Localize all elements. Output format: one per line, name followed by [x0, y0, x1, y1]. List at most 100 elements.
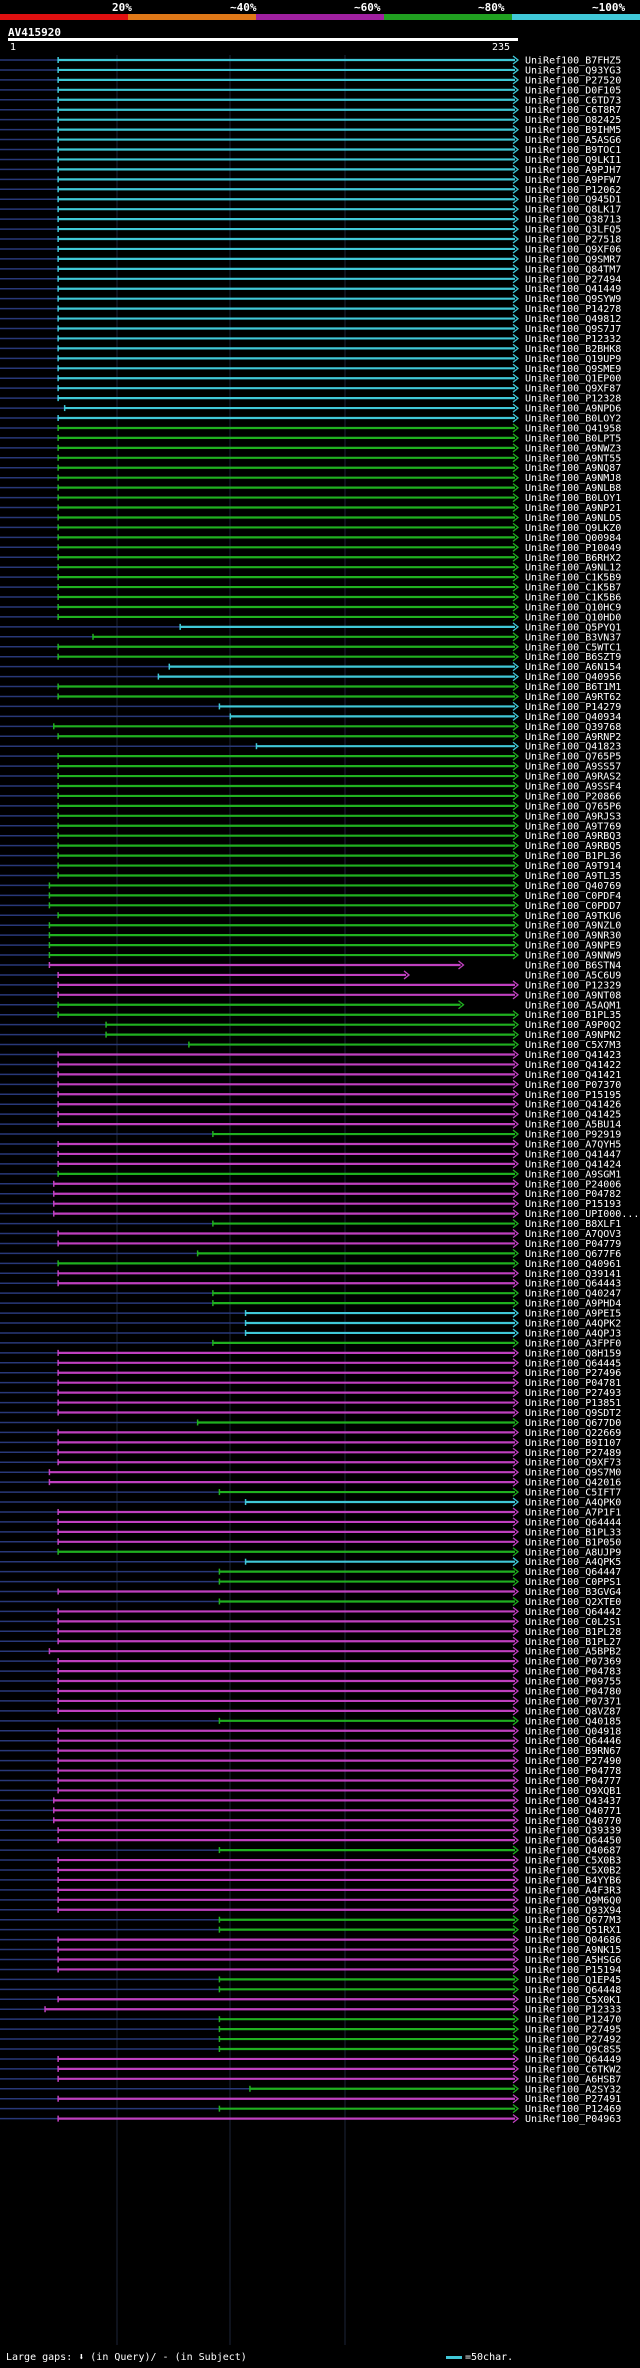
hit-row[interactable]: UniRef100_Q43437 [0, 1795, 621, 1807]
hit-label[interactable]: UniRef100_P04782 [525, 1189, 621, 1200]
hit-label[interactable]: UniRef100_B1PL28 [525, 1627, 621, 1638]
hit-row[interactable]: UniRef100_Q49812 [0, 314, 621, 325]
hit-row[interactable]: UniRef100_P12329 [0, 980, 621, 991]
hit-row[interactable]: UniRef100_B1PL36 [0, 851, 621, 862]
hit-row[interactable]: UniRef100_P27494 [0, 274, 621, 285]
hit-label[interactable]: UniRef100_B1PL35 [525, 1010, 621, 1021]
hit-row[interactable]: UniRef100_P09755 [0, 1676, 621, 1688]
hit-row[interactable]: UniRef100_Q9XF73 [0, 1457, 621, 1469]
hit-row[interactable]: UniRef100_A8UJP9 [0, 1547, 621, 1558]
hit-label[interactable]: UniRef100_B2BHK8 [525, 344, 621, 355]
hit-label[interactable]: UniRef100_P27492 [525, 2035, 621, 2046]
hit-label[interactable]: UniRef100_Q04686 [525, 1935, 621, 1946]
hit-row[interactable]: UniRef100_A9PJH7 [0, 164, 621, 176]
hit-label[interactable]: UniRef100_A7P1F1 [525, 1507, 621, 1518]
hit-label[interactable]: UniRef100_Q39339 [525, 1826, 621, 1837]
hit-label[interactable]: UniRef100_Q64448 [525, 1985, 621, 1996]
hit-row[interactable]: UniRef100_Q9SDT2 [0, 1408, 621, 1419]
hit-label[interactable]: UniRef100_Q40961 [525, 1259, 621, 1270]
hit-row[interactable]: UniRef100_A3FPF0 [0, 1338, 621, 1349]
hit-label[interactable]: UniRef100_P04780 [525, 1686, 621, 1697]
hit-label[interactable]: UniRef100_A9NQ87 [525, 463, 621, 474]
hit-label[interactable]: UniRef100_A9RNP2 [525, 732, 621, 743]
hit-label[interactable]: UniRef100_B6RHX2 [525, 553, 621, 564]
hit-row[interactable]: UniRef100_C6TD73 [0, 95, 621, 106]
hit-label[interactable]: UniRef100_C0PDF4 [525, 891, 621, 902]
hit-row[interactable]: UniRef100_B2BHK8 [0, 343, 621, 355]
hit-label[interactable]: UniRef100_Q40771 [525, 1806, 621, 1817]
hit-row[interactable]: UniRef100_B0LOY1 [0, 493, 621, 504]
hit-label[interactable]: UniRef100_Q41447 [525, 1149, 621, 1160]
hit-row[interactable]: UniRef100_Q3LFQ5 [0, 224, 621, 236]
hit-label[interactable]: UniRef100_B1P050 [525, 1537, 621, 1548]
hit-label[interactable]: UniRef100_P27518 [525, 235, 621, 246]
hit-label[interactable]: UniRef100_P12062 [525, 185, 621, 196]
hit-label[interactable]: UniRef100_Q9SYW9 [525, 294, 621, 305]
hit-row[interactable]: UniRef100_B7FHZ5 [0, 55, 621, 67]
hit-label[interactable]: UniRef100_Q945D1 [525, 195, 621, 206]
hit-row[interactable]: UniRef100_A9NZL0 [0, 920, 621, 932]
hit-label[interactable]: UniRef100_A9NPE9 [525, 941, 621, 952]
hit-row[interactable]: UniRef100_Q39141 [0, 1268, 621, 1280]
hit-row[interactable]: UniRef100_P24006 [0, 1179, 621, 1190]
hit-row[interactable]: UniRef100_Q64443 [0, 1278, 621, 1290]
hit-row[interactable]: UniRef100_P27520 [0, 75, 621, 86]
hit-row[interactable]: UniRef100_P12328 [0, 393, 621, 405]
hit-label[interactable]: UniRef100_Q9XQB1 [525, 1786, 621, 1797]
hit-row[interactable]: UniRef100_C1K5B9 [0, 572, 621, 584]
hit-row[interactable]: UniRef100_A9T769 [0, 821, 621, 832]
hit-row[interactable]: UniRef100_Q9C8S5 [0, 2044, 621, 2056]
hit-row[interactable]: UniRef100_Q9SMR7 [0, 254, 621, 265]
hit-label[interactable]: UniRef100_A4QPK2 [525, 1319, 621, 1330]
hit-label[interactable]: UniRef100_UPI000... [525, 1209, 639, 1220]
hit-row[interactable]: UniRef100_A9RAS2 [0, 771, 621, 783]
hit-label[interactable]: UniRef100_Q10HD0 [525, 612, 621, 623]
hit-label[interactable]: UniRef100_A9RT62 [525, 692, 621, 703]
hit-label[interactable]: UniRef100_Q40934 [525, 712, 621, 723]
hit-label[interactable]: UniRef100_P04777 [525, 1776, 621, 1787]
hit-label[interactable]: UniRef100_B0LPT5 [525, 433, 621, 444]
hit-label[interactable]: UniRef100_Q64446 [525, 1736, 621, 1747]
hit-row[interactable]: UniRef100_Q40770 [0, 1815, 621, 1827]
hit-row[interactable]: UniRef100_P07369 [0, 1656, 621, 1668]
hit-row[interactable]: UniRef100_B1PL35 [0, 1010, 621, 1021]
hit-label[interactable]: UniRef100_P14278 [525, 304, 621, 315]
hit-label[interactable]: UniRef100_B7FHZ5 [525, 56, 621, 67]
hit-row[interactable]: UniRef100_Q04918 [0, 1726, 621, 1737]
hit-label[interactable]: UniRef100_P27496 [525, 1368, 621, 1379]
hit-label[interactable]: UniRef100_A9NK15 [525, 1945, 621, 1956]
hit-row[interactable]: UniRef100_A6HSB7 [0, 2074, 621, 2085]
hit-label[interactable]: UniRef100_A5ASG6 [525, 135, 621, 146]
hit-row[interactable]: UniRef100_P04778 [0, 1766, 621, 1777]
hit-label[interactable]: UniRef100_P15195 [525, 1090, 621, 1101]
hit-label[interactable]: UniRef100_B6T1M1 [525, 682, 621, 693]
hit-row[interactable]: UniRef100_Q41958 [0, 423, 621, 434]
hit-label[interactable]: UniRef100_D0F105 [525, 85, 621, 96]
hit-row[interactable]: UniRef100_Q10HD0 [0, 612, 621, 623]
hit-row[interactable]: UniRef100_A6N154 [0, 662, 621, 673]
hit-row[interactable]: UniRef100_A9RJS3 [0, 811, 621, 822]
hit-row[interactable]: UniRef100_Q42016 [0, 1477, 621, 1489]
hit-label[interactable]: UniRef100_P27490 [525, 1756, 621, 1767]
hit-label[interactable]: UniRef100_A9RAS2 [525, 772, 621, 783]
hit-row[interactable]: UniRef100_Q64446 [0, 1736, 621, 1747]
hit-row[interactable]: UniRef100_Q40961 [0, 1258, 621, 1270]
hit-row[interactable]: UniRef100_A9RBQ5 [0, 841, 621, 852]
hit-row[interactable]: UniRef100_Q9S7M0 [0, 1467, 621, 1479]
hit-label[interactable]: UniRef100_Q22669 [525, 1428, 621, 1439]
hit-row[interactable]: UniRef100_Q41421 [0, 1069, 621, 1081]
hit-label[interactable]: UniRef100_B3VN37 [525, 632, 621, 643]
hit-row[interactable]: UniRef100_Q04686 [0, 1935, 621, 1946]
hit-row[interactable]: UniRef100_B1PL27 [0, 1636, 621, 1648]
hit-label[interactable]: UniRef100_C5IFT7 [525, 1488, 621, 1499]
hit-row[interactable]: UniRef100_Q9S7J7 [0, 324, 621, 335]
hit-label[interactable]: UniRef100_P04779 [525, 1239, 621, 1250]
hit-label[interactable]: UniRef100_P27489 [525, 1448, 621, 1459]
hit-row[interactable]: UniRef100_P04963 [0, 2114, 621, 2125]
hit-row[interactable]: UniRef100_C6T8R7 [0, 105, 621, 116]
hit-row[interactable]: UniRef100_C5WTC1 [0, 642, 621, 653]
hit-label[interactable]: UniRef100_Q8LK17 [525, 205, 621, 216]
hit-row[interactable]: UniRef100_A4QPK0 [0, 1497, 621, 1509]
hit-row[interactable]: UniRef100_A5HSG6 [0, 1954, 621, 1966]
hit-row[interactable]: UniRef100_Q41424 [0, 1159, 621, 1170]
